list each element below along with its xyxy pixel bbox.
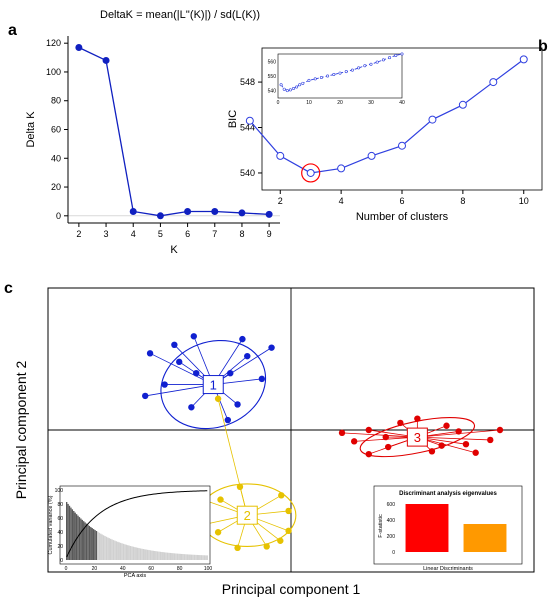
svg-text:20: 20 <box>337 100 343 106</box>
svg-text:8: 8 <box>239 229 244 239</box>
svg-text:DeltaK = mean(|L''(K)|) / sd(L: DeltaK = mean(|L''(K)|) / sd(L(K)) <box>100 9 260 21</box>
svg-text:F-statistic: F-statistic <box>378 514 384 538</box>
svg-text:Number of clusters: Number of clusters <box>356 211 449 223</box>
svg-text:548: 548 <box>240 77 255 87</box>
svg-text:40: 40 <box>51 153 61 163</box>
svg-text:PCA axis: PCA axis <box>124 573 147 579</box>
svg-text:0: 0 <box>392 550 395 556</box>
svg-text:2: 2 <box>244 508 251 523</box>
svg-text:40: 40 <box>399 100 405 106</box>
svg-text:20: 20 <box>51 182 61 192</box>
svg-text:600: 600 <box>387 502 396 508</box>
svg-text:2: 2 <box>76 229 81 239</box>
svg-text:0: 0 <box>60 558 63 564</box>
svg-text:400: 400 <box>387 518 396 524</box>
svg-text:Linear Discriminants: Linear Discriminants <box>423 566 473 572</box>
svg-text:2: 2 <box>278 196 283 206</box>
svg-text:550: 550 <box>268 74 277 80</box>
svg-text:7: 7 <box>212 229 217 239</box>
svg-text:Discriminant analysis eigenval: Discriminant analysis eigenvalues <box>399 491 497 497</box>
svg-text:40: 40 <box>120 566 126 572</box>
svg-text:10: 10 <box>519 196 529 206</box>
svg-text:4: 4 <box>339 196 344 206</box>
svg-text:10: 10 <box>306 100 312 106</box>
svg-text:6: 6 <box>185 229 190 239</box>
chart-b: 540544548246810Number of clustersBIC5405… <box>222 40 552 230</box>
svg-text:3: 3 <box>414 430 421 445</box>
svg-text:60: 60 <box>51 125 61 135</box>
svg-text:0: 0 <box>277 100 280 106</box>
svg-text:1: 1 <box>210 378 217 393</box>
svg-text:540: 540 <box>268 89 277 95</box>
panel-label-c: c <box>4 280 13 298</box>
svg-text:K: K <box>170 244 178 253</box>
svg-text:0: 0 <box>56 211 61 221</box>
svg-text:560: 560 <box>268 59 277 65</box>
svg-text:100: 100 <box>55 488 64 494</box>
svg-text:40: 40 <box>57 530 63 536</box>
svg-text:60: 60 <box>148 566 154 572</box>
svg-text:540: 540 <box>240 168 255 178</box>
svg-text:5: 5 <box>158 229 163 239</box>
svg-text:Principal component 1: Principal component 1 <box>222 581 361 597</box>
svg-text:8: 8 <box>460 196 465 206</box>
svg-text:80: 80 <box>177 566 183 572</box>
svg-text:80: 80 <box>51 96 61 106</box>
svg-text:Cumulated variance (%): Cumulated variance (%) <box>48 495 54 554</box>
chart-c: 1 2 3 Principal component 1 Principal compon… <box>14 282 552 602</box>
svg-text:120: 120 <box>46 38 61 48</box>
svg-text:20: 20 <box>57 544 63 550</box>
svg-text:6: 6 <box>399 196 404 206</box>
svg-text:Principal component 2: Principal component 2 <box>14 361 29 500</box>
svg-text:9: 9 <box>267 229 272 239</box>
svg-text:3: 3 <box>104 229 109 239</box>
panel-label-a: a <box>8 22 17 40</box>
svg-text:60: 60 <box>57 516 63 522</box>
svg-text:Delta K: Delta K <box>25 111 37 148</box>
svg-text:0: 0 <box>65 566 68 572</box>
svg-text:BIC: BIC <box>227 110 239 128</box>
svg-text:100: 100 <box>204 566 213 572</box>
svg-text:30: 30 <box>368 100 374 106</box>
svg-text:200: 200 <box>387 534 396 540</box>
svg-text:20: 20 <box>92 566 98 572</box>
svg-text:4: 4 <box>131 229 136 239</box>
svg-text:80: 80 <box>57 502 63 508</box>
svg-text:100: 100 <box>46 67 61 77</box>
